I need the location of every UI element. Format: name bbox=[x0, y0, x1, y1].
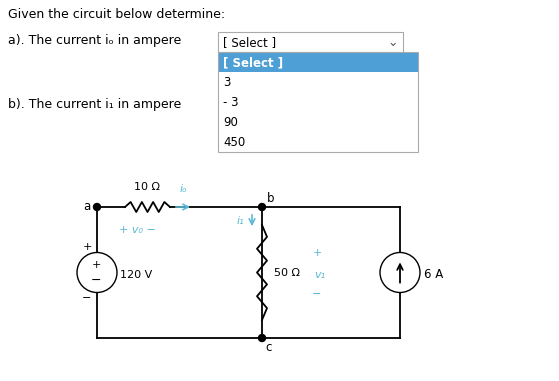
Text: +: + bbox=[91, 259, 101, 269]
Bar bbox=[218, 32, 403, 52]
Text: 10 Ω: 10 Ω bbox=[135, 182, 160, 192]
Text: b: b bbox=[267, 192, 274, 205]
Text: 450: 450 bbox=[223, 136, 245, 149]
Circle shape bbox=[380, 253, 420, 293]
Circle shape bbox=[77, 253, 117, 293]
Bar bbox=[218, 52, 418, 152]
Text: 3: 3 bbox=[223, 77, 230, 90]
Text: a). The current iₒ in ampere: a). The current iₒ in ampere bbox=[8, 34, 181, 47]
Text: [ Select ]: [ Select ] bbox=[223, 56, 283, 69]
Text: - 3: - 3 bbox=[223, 96, 239, 109]
Text: i₁: i₁ bbox=[236, 216, 244, 226]
Text: a: a bbox=[83, 200, 90, 213]
Text: 120 V: 120 V bbox=[120, 269, 152, 280]
Text: ⌄: ⌄ bbox=[388, 37, 398, 50]
Text: [ Select ]: [ Select ] bbox=[223, 37, 276, 50]
Circle shape bbox=[258, 203, 266, 210]
Text: Given the circuit below determine:: Given the circuit below determine: bbox=[8, 8, 225, 21]
Text: +: + bbox=[312, 248, 321, 258]
Text: −: − bbox=[82, 293, 92, 303]
Text: + v₀ −: + v₀ − bbox=[119, 225, 156, 235]
Text: c: c bbox=[265, 341, 271, 354]
Bar bbox=[218, 52, 418, 72]
Text: iₒ: iₒ bbox=[179, 184, 187, 194]
Bar bbox=[218, 92, 418, 112]
Text: b). The current i₁ in ampere: b). The current i₁ in ampere bbox=[8, 98, 181, 111]
Bar bbox=[218, 72, 418, 92]
Text: −: − bbox=[91, 274, 101, 287]
Bar bbox=[218, 132, 418, 152]
Bar bbox=[218, 112, 418, 132]
Text: +: + bbox=[82, 242, 92, 253]
Text: 50 Ω: 50 Ω bbox=[274, 267, 300, 277]
Text: 6 A: 6 A bbox=[424, 268, 443, 281]
Text: v₁: v₁ bbox=[314, 269, 325, 280]
Circle shape bbox=[258, 335, 266, 341]
Text: 90: 90 bbox=[223, 117, 238, 130]
Text: −: − bbox=[312, 290, 321, 299]
Circle shape bbox=[93, 203, 101, 210]
